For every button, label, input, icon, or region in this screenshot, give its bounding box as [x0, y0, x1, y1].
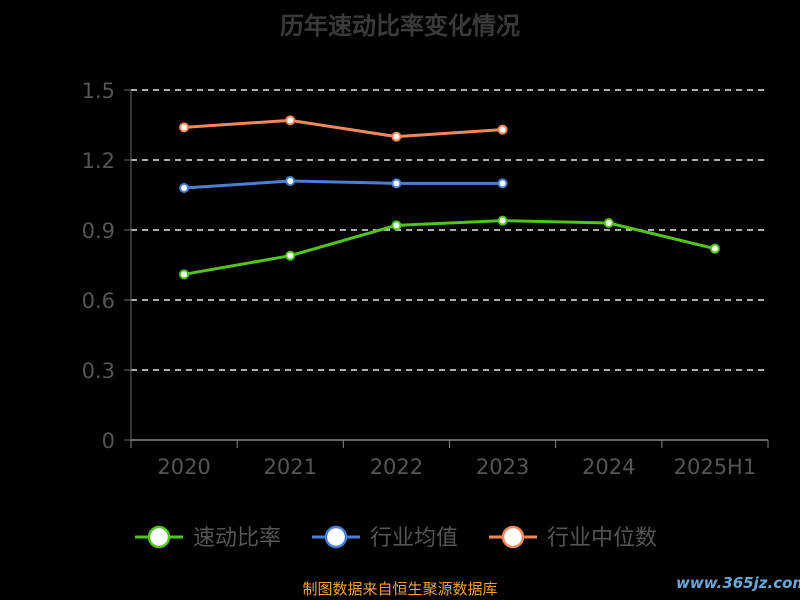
- series-line-3: [183, 118, 503, 139]
- data-point: [285, 115, 296, 126]
- data-point: [497, 178, 508, 189]
- x-tick-label: 2024: [582, 455, 635, 479]
- x-tick-label: 2025H1: [674, 455, 757, 479]
- y-tick-label: 0.6: [82, 289, 115, 313]
- legend-label: 速动比率: [193, 526, 281, 551]
- x-tick-label: 2022: [370, 455, 423, 479]
- legend-marker: [501, 525, 525, 549]
- legend-label: 行业中位数: [547, 526, 657, 551]
- y-tick-label: 1.5: [82, 79, 115, 103]
- x-tick-label: 2021: [264, 455, 317, 479]
- x-tick-label: 2020: [157, 455, 210, 479]
- y-tick-label: 0.3: [82, 359, 115, 383]
- series-line-1: [183, 219, 716, 276]
- y-tick-label: 0: [102, 429, 115, 453]
- data-point: [391, 178, 402, 189]
- y-tick-label: 1.2: [82, 149, 115, 173]
- legend: 速动比率 行业均值 行业中位数: [135, 525, 657, 551]
- data-point: [179, 269, 190, 280]
- data-point: [391, 131, 402, 142]
- chart-title: 历年速动比率变化情况: [280, 12, 520, 40]
- data-source-note: 制图数据来自恒生聚源数据库: [302, 580, 498, 598]
- x-tick-label: 2023: [476, 455, 529, 479]
- axes: 0 0.3 0.6 0.9 1.2 1.5 2020 2021 2022 2023 2024 2025…: [82, 79, 769, 479]
- data-point: [497, 124, 508, 135]
- series-lines: [179, 115, 720, 280]
- y-tick-label: 0.9: [82, 219, 115, 243]
- series-line-2: [183, 179, 503, 190]
- grid-lines: [131, 89, 768, 371]
- data-point: [709, 243, 720, 254]
- data-point: [285, 250, 296, 261]
- legend-marker: [324, 525, 348, 549]
- data-point: [497, 215, 508, 226]
- legend-label: 行业均值: [370, 526, 458, 551]
- watermark-logo: www.365jz.com: [676, 574, 800, 592]
- data-point: [179, 122, 190, 133]
- data-point: [179, 183, 190, 193]
- data-point: [391, 220, 402, 231]
- data-point: [285, 176, 296, 186]
- data-point: [603, 218, 614, 228]
- legend-marker: [147, 525, 171, 549]
